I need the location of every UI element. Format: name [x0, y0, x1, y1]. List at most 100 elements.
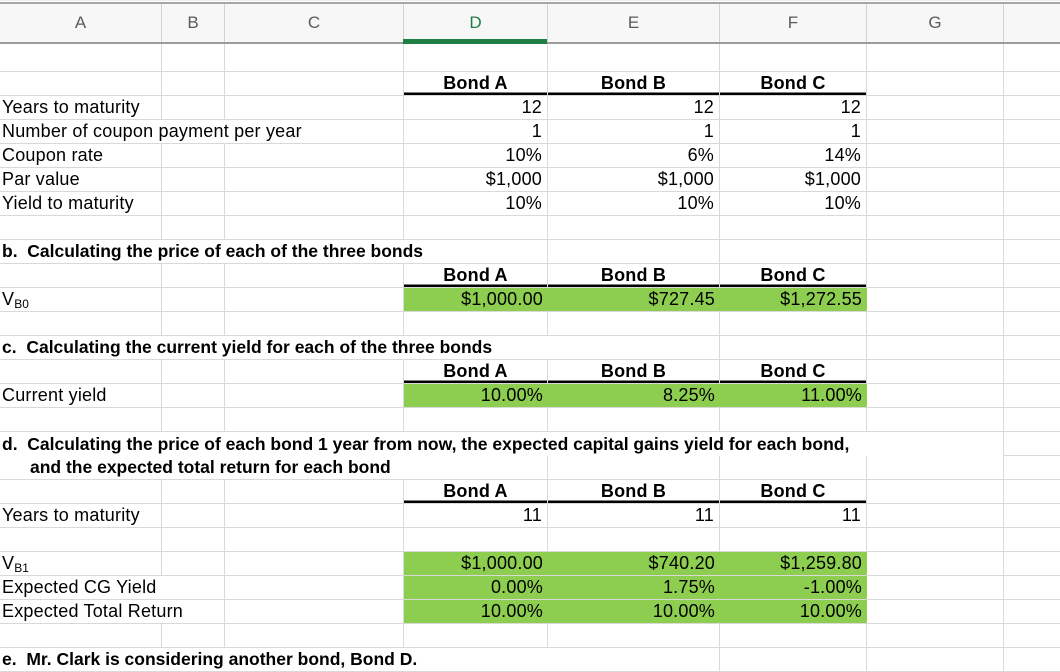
section-heading[interactable]: and the expected total return for each b… — [0, 456, 548, 479]
cell-empty[interactable] — [1004, 384, 1060, 407]
cell-empty[interactable] — [225, 360, 404, 383]
cell-empty[interactable] — [867, 408, 1004, 431]
cell-highlighted-value[interactable]: $740.20 — [548, 552, 720, 575]
cell-empty[interactable] — [1004, 240, 1060, 263]
cell-empty[interactable] — [867, 336, 1004, 359]
cell-empty[interactable] — [867, 456, 1004, 479]
cell-empty[interactable] — [162, 72, 225, 95]
cell-highlighted-value[interactable]: -1.00% — [720, 576, 867, 599]
cell-empty[interactable] — [1004, 264, 1060, 287]
cell-empty[interactable] — [1004, 576, 1060, 599]
cell-empty[interactable] — [720, 44, 867, 71]
cell-value[interactable]: $1,000 — [720, 168, 867, 191]
cell-bond-header[interactable]: Bond C — [720, 264, 867, 287]
cell-empty[interactable] — [1004, 480, 1060, 503]
cell-empty[interactable] — [1004, 168, 1060, 191]
section-heading[interactable]: c. Calculating the current yield for eac… — [0, 336, 720, 359]
cell-empty[interactable] — [548, 408, 720, 431]
cell-empty[interactable] — [404, 312, 548, 335]
cell-label[interactable]: Years to maturity — [0, 504, 162, 527]
cell-value[interactable]: 10% — [404, 144, 548, 167]
cell-empty[interactable] — [162, 216, 225, 239]
cell-empty[interactable] — [867, 44, 1004, 71]
cell-empty[interactable] — [0, 72, 162, 95]
cell-empty[interactable] — [225, 624, 404, 647]
cell-empty[interactable] — [867, 216, 1004, 239]
cell-highlighted-value[interactable]: $1,000.00 — [404, 552, 548, 575]
cell-highlighted-value[interactable]: 10.00% — [404, 384, 548, 407]
cell-empty[interactable] — [720, 528, 867, 551]
cell-empty[interactable] — [225, 288, 404, 311]
cell-empty[interactable] — [0, 480, 162, 503]
cell-value[interactable]: 1 — [548, 120, 720, 143]
cell-highlighted-value[interactable]: 8.25% — [548, 384, 720, 407]
cell-empty[interactable] — [1004, 624, 1060, 647]
cell-empty[interactable] — [225, 312, 404, 335]
cell-empty[interactable] — [1004, 408, 1060, 431]
cell-empty[interactable] — [867, 168, 1004, 191]
cell-empty[interactable] — [1004, 216, 1060, 239]
cell-value[interactable]: $1,000 — [404, 168, 548, 191]
cell-empty[interactable] — [225, 96, 404, 119]
cell-value[interactable]: 10% — [548, 192, 720, 215]
cell-empty[interactable] — [867, 312, 1004, 335]
cell-empty[interactable] — [404, 44, 548, 71]
cell-empty[interactable] — [720, 216, 867, 239]
column-header-g[interactable]: G — [867, 4, 1004, 42]
cell-label[interactable]: Expected Total Return — [0, 600, 225, 623]
cell-value[interactable]: 6% — [548, 144, 720, 167]
cell-empty[interactable] — [1004, 360, 1060, 383]
cell-value[interactable]: 12 — [548, 96, 720, 119]
cell-bond-header[interactable]: Bond A — [404, 264, 548, 287]
column-header-e[interactable]: E — [548, 4, 720, 42]
cell-empty[interactable] — [1004, 72, 1060, 95]
cell-value[interactable]: $1,000 — [548, 168, 720, 191]
cell-bond-header[interactable]: Bond B — [548, 360, 720, 383]
cell-empty[interactable] — [162, 480, 225, 503]
cell-empty[interactable] — [1004, 192, 1060, 215]
cell-empty[interactable] — [1004, 44, 1060, 71]
cell-empty[interactable] — [162, 408, 225, 431]
cell-empty[interactable] — [225, 528, 404, 551]
cell-empty[interactable] — [1004, 552, 1060, 575]
cell-empty[interactable] — [867, 648, 1004, 671]
cell-bond-header[interactable]: Bond A — [404, 72, 548, 95]
cell-bond-header[interactable]: Bond A — [404, 480, 548, 503]
cell-empty[interactable] — [720, 240, 867, 263]
cell-empty[interactable] — [1004, 432, 1060, 456]
cell-empty[interactable] — [548, 528, 720, 551]
column-header-b[interactable]: B — [162, 4, 225, 42]
cell-empty[interactable] — [162, 96, 225, 119]
cell-empty[interactable] — [225, 480, 404, 503]
cell-empty[interactable] — [548, 456, 720, 479]
cell-empty[interactable] — [162, 384, 225, 407]
cell-empty[interactable] — [225, 216, 404, 239]
column-header-c[interactable]: C — [225, 4, 404, 42]
cell-empty[interactable] — [720, 312, 867, 335]
cell-bond-header[interactable]: Bond B — [548, 480, 720, 503]
cell-empty[interactable] — [867, 120, 1004, 143]
cell-value[interactable]: 11 — [404, 504, 548, 527]
cell-empty[interactable] — [867, 288, 1004, 311]
cell-empty[interactable] — [162, 312, 225, 335]
section-heading[interactable]: d. Calculating the price of each bond 1 … — [0, 432, 1004, 456]
cell-empty[interactable] — [1004, 96, 1060, 119]
cell-bond-header[interactable]: Bond C — [720, 480, 867, 503]
cell-label[interactable]: Expected CG Yield — [0, 576, 225, 599]
cell-empty[interactable] — [0, 528, 162, 551]
cell-empty[interactable] — [225, 384, 404, 407]
cell-empty[interactable] — [867, 240, 1004, 263]
cell-empty[interactable] — [0, 44, 162, 71]
cell-empty[interactable] — [867, 96, 1004, 119]
cell-empty[interactable] — [0, 216, 162, 239]
section-heading[interactable]: e. Mr. Clark is considering another bond… — [0, 648, 720, 671]
cell-empty[interactable] — [720, 456, 867, 479]
cell-empty[interactable] — [1004, 456, 1060, 479]
column-header-f[interactable]: F — [720, 4, 867, 42]
cell-empty[interactable] — [1004, 312, 1060, 335]
cell-highlighted-value[interactable]: $727.45 — [548, 288, 720, 311]
cell-highlighted-value[interactable]: 1.75% — [548, 576, 720, 599]
cell-empty[interactable] — [162, 288, 225, 311]
cell-empty[interactable] — [225, 44, 404, 71]
cell-empty[interactable] — [162, 168, 225, 191]
